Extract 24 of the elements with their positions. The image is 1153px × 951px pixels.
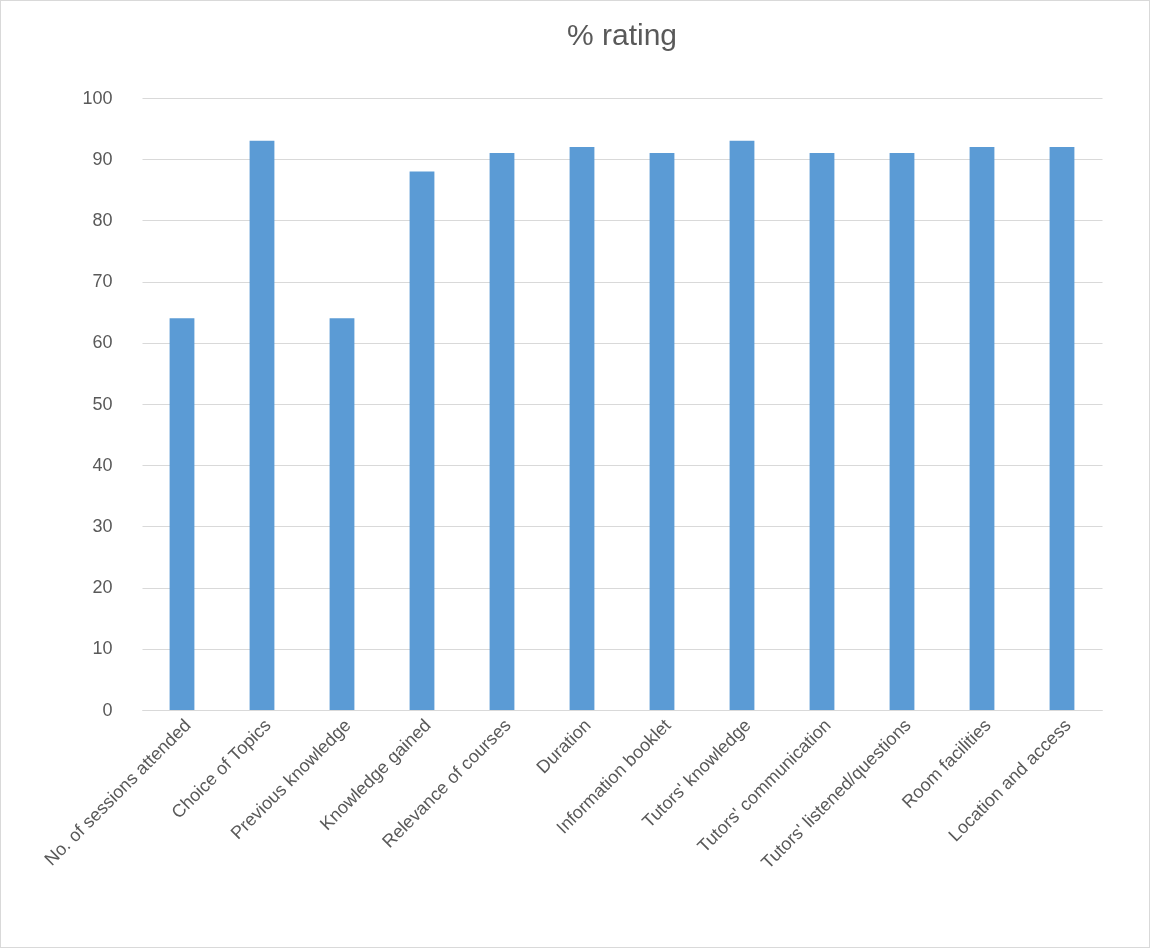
y-tick-label: 60 [92,332,113,353]
y-tick-label: 40 [92,454,113,475]
bar [169,318,195,710]
bar [569,146,595,710]
bar [809,153,835,710]
bar [729,140,755,710]
y-tick-label: 80 [92,209,113,230]
y-tick-label: 30 [92,515,113,536]
y-tick-label: 0 [102,699,113,720]
bar [969,146,995,710]
bar [489,153,515,710]
bar [329,318,355,710]
bar [1049,146,1075,710]
bar [409,171,435,710]
y-tick-label: 70 [92,271,113,292]
y-tick-label: 10 [92,638,113,659]
y-tick-label: 50 [92,393,113,414]
y-tick-label: 100 [82,87,113,108]
y-tick-label: 90 [92,148,113,169]
bar [649,153,675,710]
y-tick-label: 20 [92,577,113,598]
bar [889,153,915,710]
bar [249,140,275,710]
chart-title: % rating [566,18,678,51]
